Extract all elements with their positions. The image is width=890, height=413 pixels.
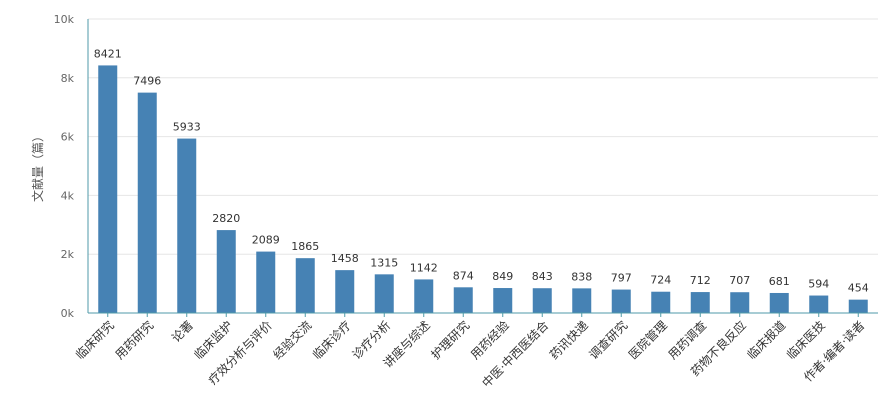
- y-tick-label: 8k: [61, 72, 75, 85]
- bar: [256, 251, 276, 313]
- bar: [335, 270, 355, 313]
- y-tick-label: 2k: [61, 248, 75, 261]
- bar: [216, 230, 236, 313]
- bars: [98, 65, 868, 313]
- data-label: 1142: [410, 261, 438, 274]
- bar: [295, 258, 315, 313]
- x-tick-label: 用药研究: [112, 318, 157, 363]
- bar: [651, 291, 671, 313]
- bar: [611, 289, 631, 313]
- bar: [690, 292, 710, 313]
- data-label: 838: [571, 270, 592, 283]
- y-axis-title: 文献量（篇）: [30, 130, 45, 202]
- data-label: 1865: [291, 240, 319, 253]
- bar: [848, 299, 868, 313]
- bar: [532, 288, 552, 313]
- y-tick-label: 6k: [61, 131, 75, 144]
- x-tick-label: 临床诊疗: [310, 318, 354, 362]
- data-label: 594: [808, 278, 829, 291]
- data-label: 2089: [252, 234, 280, 247]
- axes: [87, 19, 878, 317]
- bar: [769, 292, 789, 313]
- data-label: 724: [650, 274, 671, 287]
- data-label: 797: [611, 272, 632, 285]
- bar: [453, 287, 473, 313]
- x-tick-label: 护理研究: [428, 318, 473, 363]
- bar: [730, 292, 750, 313]
- y-tick-label: 4k: [61, 189, 75, 202]
- x-tick-label: 医院管理: [625, 318, 670, 363]
- x-tick-label: 调查研究: [586, 318, 631, 363]
- bar: [137, 92, 157, 313]
- data-label: 681: [769, 275, 790, 288]
- bar: [493, 288, 513, 313]
- data-label: 707: [729, 274, 750, 287]
- data-label: 7496: [133, 75, 161, 88]
- y-tick-label: 0k: [61, 307, 75, 320]
- bar: [414, 279, 434, 313]
- x-tick-label: 论著: [169, 318, 196, 345]
- data-label: 454: [848, 282, 869, 295]
- bar: [374, 274, 394, 313]
- bar: [572, 288, 592, 313]
- x-tick-label: 临床报道: [744, 318, 789, 363]
- x-tick-label: 药讯快递: [547, 318, 591, 362]
- bar: [177, 138, 197, 313]
- x-tick-label: 中医·中西医结合: [479, 318, 552, 391]
- labels: 0k 2k 4k 6k 8k 10k 8421 临床研究 7496 用药研究 5933 论著 2820 临…: [54, 13, 869, 390]
- data-label: 849: [492, 270, 513, 283]
- data-label: 5933: [173, 121, 201, 134]
- x-tick-label: 临床研究: [72, 318, 117, 363]
- data-label: 874: [453, 269, 474, 282]
- bar: [98, 65, 118, 313]
- data-label: 1458: [331, 252, 359, 265]
- bar: [809, 295, 829, 313]
- data-label: 843: [532, 270, 553, 283]
- data-label: 8421: [94, 47, 122, 60]
- x-tick-label: 经验交流: [270, 318, 315, 363]
- y-tick-label: 10k: [54, 13, 75, 26]
- gridlines: [88, 18, 878, 255]
- data-label: 2820: [212, 212, 240, 225]
- data-label: 712: [690, 274, 711, 287]
- data-label: 1315: [370, 256, 398, 269]
